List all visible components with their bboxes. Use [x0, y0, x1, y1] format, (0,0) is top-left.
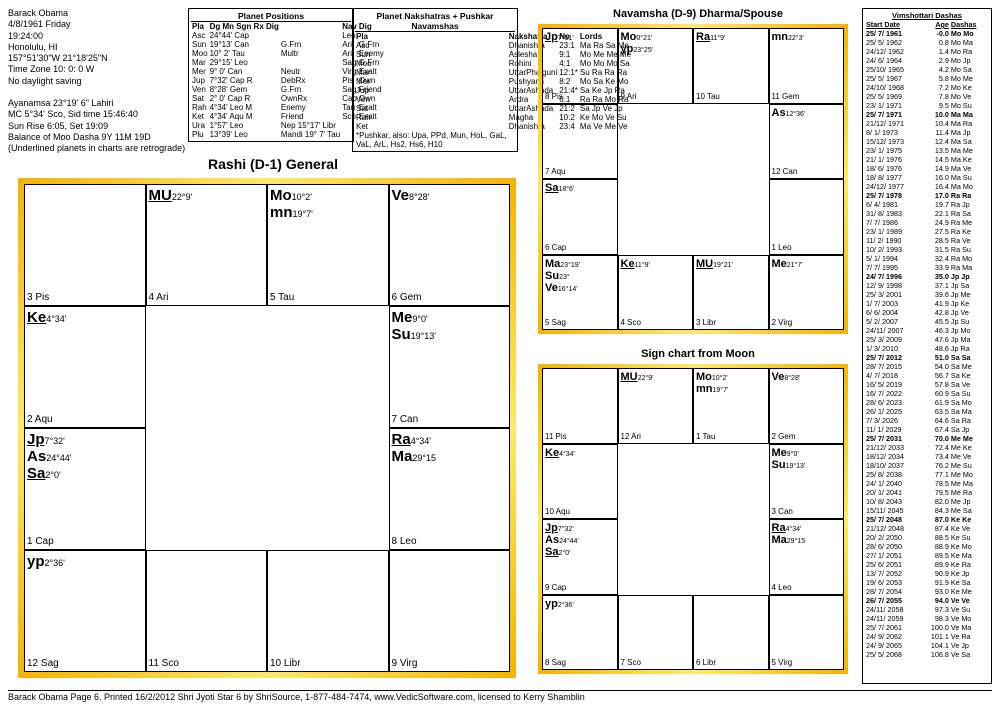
chart-cell: Me9°0'Su19°13'3 Can [769, 444, 845, 520]
chart-cell: Jp7°51'8 Pis [542, 28, 618, 104]
chart-cell: Mo10°2'mn19°7'1 Tau [693, 368, 769, 444]
chart-cell: 11 Sco [146, 550, 268, 672]
chart-cell: Mo10°2'mn19°7'5 Tau [267, 184, 389, 306]
dasha-table: Vimshottari Dashas Start DateAgeDashas25… [862, 8, 992, 684]
chart-cell: 1 Leo [769, 179, 845, 255]
chart-cell: Me9°0'Su19°13'7 Can [389, 306, 511, 428]
chart-cell: Ma23°19'Su23°Ve16°14'5 Sag [542, 255, 618, 331]
chart-cell: As12°36'12 Can [769, 104, 845, 180]
d9-title: Navamsha (D-9) Dharma/Spouse [548, 8, 848, 20]
chart-cell: 9 Virg [389, 550, 511, 672]
chart-cell: 11 Pis [542, 368, 618, 444]
chart-cell: Ra4°34'Ma29°154 Leo [769, 519, 845, 595]
moon-chart: 11 PisMU22°9'12 AriMo10°2'mn19°7'1 TauVe… [538, 364, 848, 674]
moon-title: Sign chart from Moon [548, 348, 848, 360]
chart-cell: Ke4°34'10 Aqu [542, 444, 618, 520]
chart-cell: Mo0°21'yp23°25'9 Ari [618, 28, 694, 104]
chart-cell: Ve8°28'2 Gem [769, 368, 845, 444]
page-footer: Barack Obama Page 6. Printed 16/2/2012 S… [8, 690, 992, 702]
chart-cell: 10 Libr [267, 550, 389, 672]
nakshatra-table: Planet Nakshatras + Pushkar Navamshas Pl… [352, 8, 518, 152]
d1-title: Rashi (D-1) General [123, 156, 423, 172]
chart-cell: Jp7°32'As24°44'Sa2°0'1 Cap [24, 428, 146, 550]
chart-cell: MU22°9'12 Ari [618, 368, 694, 444]
chart-cell: Ke4°34'2 Aqu [24, 306, 146, 428]
chart-cell: mn22°3'11 Gem [769, 28, 845, 104]
chart-cell: 7 Sco [618, 595, 694, 671]
planet-positions-table: Planet Positions PlaDg Mn Sgn Rx DigNavD… [188, 8, 354, 142]
chart-cell: MU22°9'4 Ari [146, 184, 268, 306]
chart-cell: 6 Libr [693, 595, 769, 671]
chart-cell: Jp7°32'As24°44'Sa2°0'9 Cap [542, 519, 618, 595]
chart-cell: 5 Virg [769, 595, 845, 671]
chart-cell: yp2°36'12 Sag [24, 550, 146, 672]
navamsha-chart: Jp7°51'8 PisMo0°21'yp23°25'9 AriRa11°9'1… [538, 24, 848, 334]
chart-cell: Me21°7'2 Virg [769, 255, 845, 331]
chart-cell: Ke11°9'4 Sco [618, 255, 694, 331]
chart-cell: yp2°36'8 Sag [542, 595, 618, 671]
chart-cell: Sa18°6'6 Cap [542, 179, 618, 255]
chart-cell: 7 Aqu [542, 104, 618, 180]
chart-cell: 3 Pis [24, 184, 146, 306]
birth-info: Barack Obama4/8/1961 Friday19:24:00Honol… [8, 8, 185, 154]
chart-cell: Ve8°28'6 Gem [389, 184, 511, 306]
chart-cell: MU19°21'3 Libr [693, 255, 769, 331]
rashi-chart: 3 PisMU22°9'4 AriMo10°2'mn19°7'5 TauVe8°… [18, 178, 516, 678]
chart-cell: Ra11°9'10 Tau [693, 28, 769, 104]
chart-cell: Ra4°34'Ma29°158 Leo [389, 428, 511, 550]
